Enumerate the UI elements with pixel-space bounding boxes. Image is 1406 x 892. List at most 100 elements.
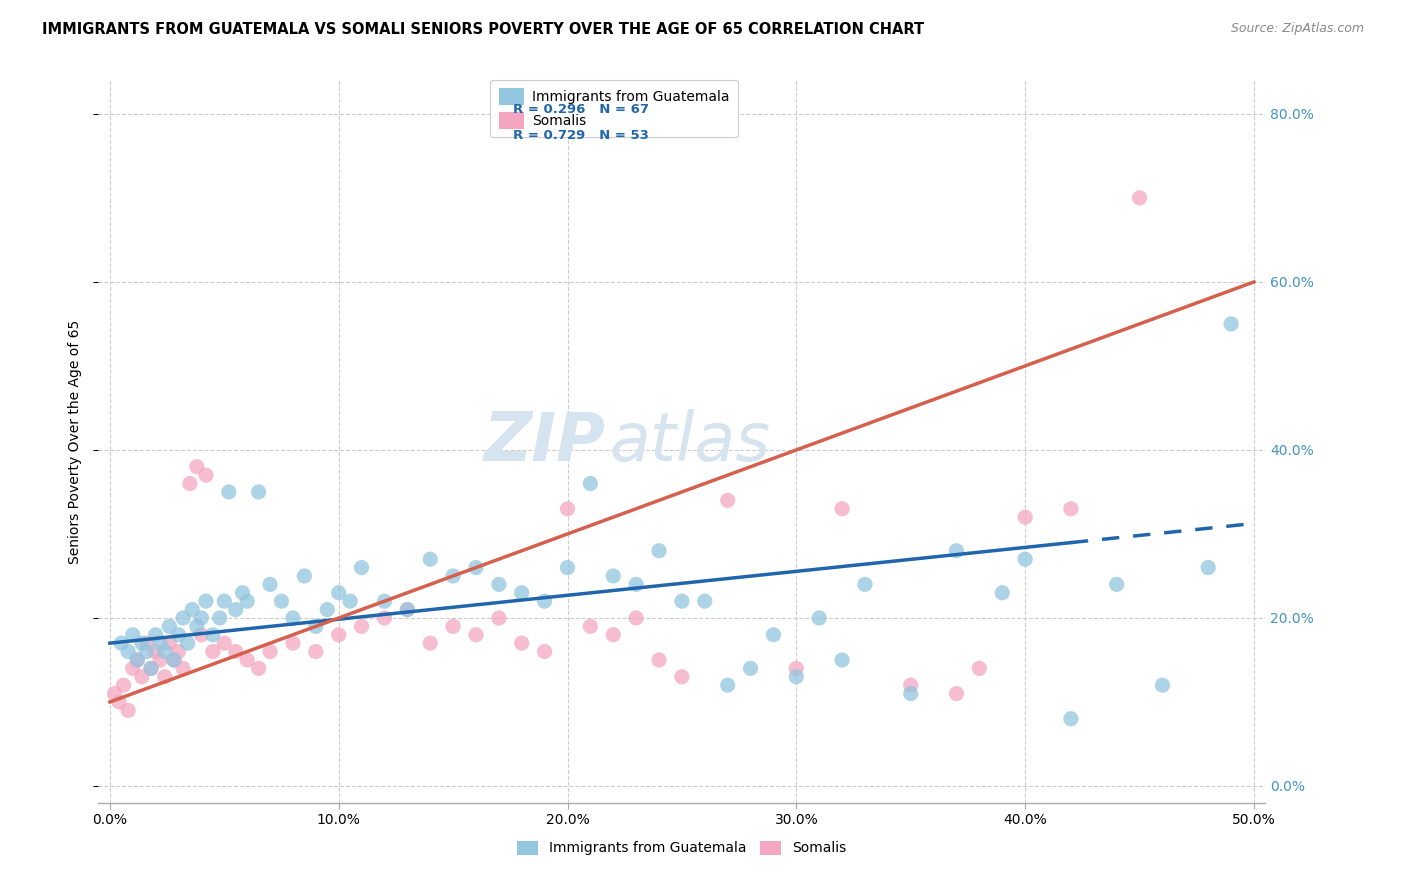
Point — [181, 602, 204, 616]
Point — [201, 628, 224, 642]
Point — [762, 628, 785, 642]
Point — [465, 628, 488, 642]
Point — [991, 586, 1014, 600]
Point — [305, 644, 328, 658]
Y-axis label: Seniors Poverty Over the Age of 65: Seniors Poverty Over the Age of 65 — [69, 319, 83, 564]
Point — [969, 661, 991, 675]
Point — [214, 636, 236, 650]
Point — [281, 636, 304, 650]
Point — [1014, 510, 1036, 524]
Point — [149, 636, 172, 650]
Point — [945, 543, 967, 558]
Point — [153, 644, 176, 658]
Point — [785, 670, 807, 684]
Point — [186, 459, 208, 474]
Point — [108, 695, 131, 709]
Point — [419, 636, 441, 650]
Point — [441, 619, 464, 633]
Point — [328, 586, 350, 600]
Point — [157, 619, 180, 633]
Point — [214, 594, 236, 608]
Point — [172, 611, 194, 625]
Point — [557, 560, 579, 574]
Point — [218, 485, 240, 500]
Point — [232, 586, 254, 600]
Point — [190, 628, 212, 642]
Point — [131, 636, 153, 650]
Point — [1105, 577, 1128, 591]
Text: Source: ZipAtlas.com: Source: ZipAtlas.com — [1230, 22, 1364, 36]
Point — [717, 678, 740, 692]
Point — [190, 611, 212, 625]
Text: R = 0.296   N = 67: R = 0.296 N = 67 — [513, 103, 648, 116]
Point — [396, 602, 419, 616]
Point — [945, 687, 967, 701]
Point — [172, 661, 194, 675]
Point — [163, 653, 186, 667]
Point — [305, 619, 328, 633]
Point — [396, 602, 419, 616]
Point — [145, 628, 167, 642]
Point — [624, 611, 647, 625]
Point — [488, 577, 510, 591]
Point — [602, 569, 624, 583]
Point — [339, 594, 361, 608]
Point — [1128, 191, 1150, 205]
Point — [281, 611, 304, 625]
Point — [176, 636, 198, 650]
Point — [247, 485, 270, 500]
Point — [157, 636, 180, 650]
Point — [533, 644, 555, 658]
Point — [292, 569, 315, 583]
Point — [900, 687, 922, 701]
Point — [1152, 678, 1174, 692]
Point — [740, 661, 762, 675]
Point — [831, 653, 853, 667]
Point — [194, 594, 217, 608]
Point — [419, 552, 441, 566]
Point — [131, 670, 153, 684]
Point — [259, 644, 281, 658]
Point — [135, 636, 157, 650]
Point — [579, 619, 602, 633]
Text: atlas: atlas — [610, 409, 770, 475]
Point — [127, 653, 149, 667]
Text: ZIP: ZIP — [484, 409, 606, 475]
Point — [208, 611, 231, 625]
Point — [117, 644, 139, 658]
Point — [121, 628, 143, 642]
Point — [117, 703, 139, 717]
Point — [247, 661, 270, 675]
Point — [186, 619, 208, 633]
Text: R = 0.729   N = 53: R = 0.729 N = 53 — [513, 129, 648, 143]
Point — [717, 493, 740, 508]
Point — [648, 543, 671, 558]
Point — [316, 602, 339, 616]
Point — [236, 653, 259, 667]
Point — [350, 560, 373, 574]
Point — [693, 594, 716, 608]
Text: IMMIGRANTS FROM GUATEMALA VS SOMALI SENIORS POVERTY OVER THE AGE OF 65 CORRELATI: IMMIGRANTS FROM GUATEMALA VS SOMALI SENI… — [42, 22, 924, 37]
Point — [145, 644, 167, 658]
Point — [167, 644, 190, 658]
Point — [225, 644, 247, 658]
Point — [259, 577, 281, 591]
Point — [163, 653, 186, 667]
Point — [373, 611, 395, 625]
Point — [671, 594, 693, 608]
Point — [1060, 712, 1083, 726]
Point — [328, 628, 350, 642]
Point — [179, 476, 201, 491]
Point — [1197, 560, 1219, 574]
Point — [201, 644, 224, 658]
Point — [270, 594, 292, 608]
Point — [602, 628, 624, 642]
Point — [510, 636, 533, 650]
Point — [167, 628, 190, 642]
Point — [785, 661, 807, 675]
Point — [579, 476, 602, 491]
Point — [808, 611, 831, 625]
Point — [149, 653, 172, 667]
Point — [236, 594, 259, 608]
Point — [624, 577, 647, 591]
